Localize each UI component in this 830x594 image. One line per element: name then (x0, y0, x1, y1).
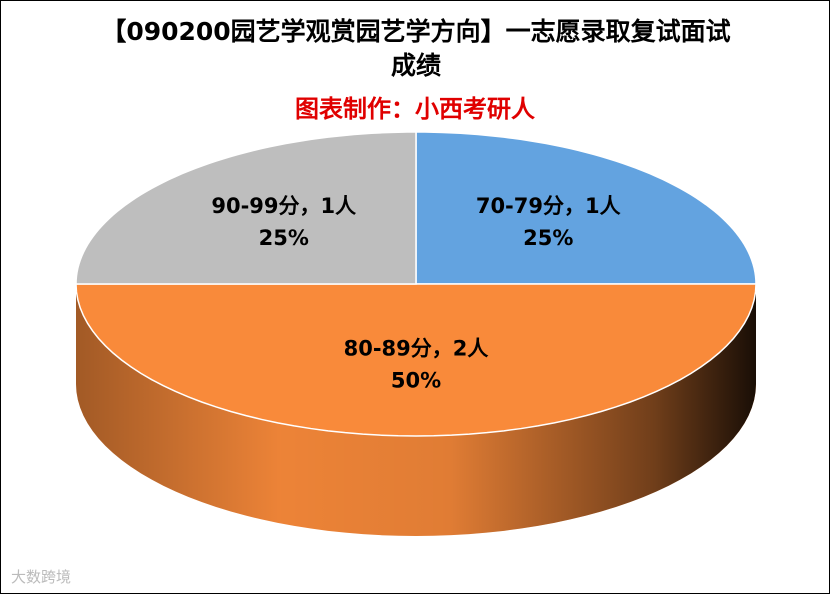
chart-title: 【090200园艺学观赏园艺学方向】一志愿录取复试面试成绩 (101, 17, 731, 80)
pie-slice (75, 131, 417, 285)
data-label: 80-89分，2人 (344, 337, 489, 361)
label-category: 90-99分 (211, 194, 299, 218)
label-percent: 25% (259, 226, 309, 250)
label-percent: 25% (523, 226, 573, 250)
label-percent: 50% (391, 369, 441, 393)
data-label: 70-79分，1人 (476, 194, 621, 218)
label-count: 1人 (321, 194, 357, 218)
label-separator: ， (564, 194, 585, 218)
label-category: 80-89分 (344, 337, 432, 361)
label-count: 2人 (453, 337, 489, 361)
data-label: 90-99分，1人 (211, 194, 356, 218)
chart-subtitle: 图表制作：小西考研人 (295, 95, 535, 123)
label-separator: ， (432, 337, 453, 361)
side-shade (76, 284, 756, 536)
label-count: 1人 (585, 194, 621, 218)
label-separator: ， (300, 194, 321, 218)
pie-slice (75, 283, 757, 437)
label-category: 70-79分 (476, 194, 564, 218)
pie-slice (415, 131, 757, 285)
watermark: 大数跨境 (11, 568, 72, 586)
